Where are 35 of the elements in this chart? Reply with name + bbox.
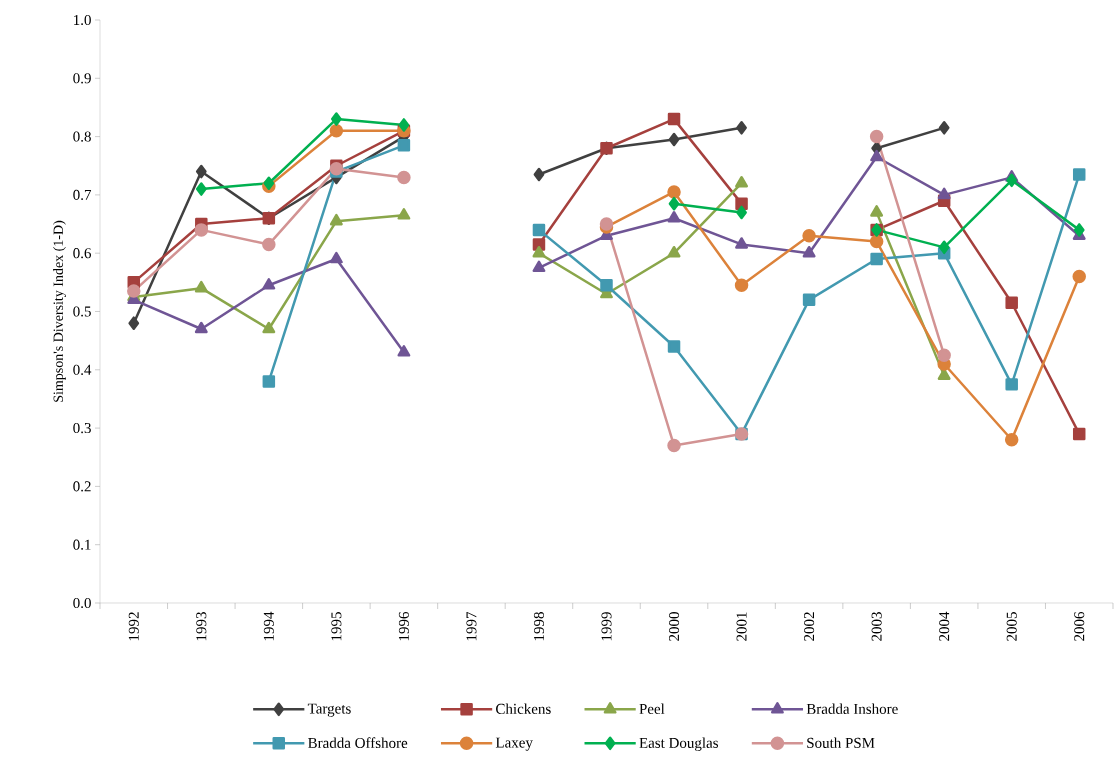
y-tick-label: 0.6 [73,248,92,259]
legend-label: Chickens [496,703,551,714]
x-tick-label: 2002 [804,612,815,641]
y-tick-label: 0.3 [73,423,91,434]
x-tick-label: 2004 [939,611,950,641]
legend-label: Peel [639,703,665,714]
y-tick-label: 0.7 [73,189,92,200]
x-tick-label: 1998 [533,612,545,641]
x-tick-label: 1992 [128,612,139,641]
x-tick-label: 1999 [601,612,612,641]
y-tick-label: 0.4 [73,364,92,375]
legend-label: South PSM [807,737,875,748]
x-tick-label: 2003 [871,612,882,641]
legend-label: Bradda Inshore [806,703,898,714]
y-tick-label: 0.9 [73,73,91,84]
legend-label: Bradda Offshore [308,737,408,748]
x-tick-label: 1993 [196,612,207,641]
y-tick-label: 0.8 [73,131,91,142]
x-tick-label: 1997 [466,611,477,641]
y-axis-title: Simpson's Diversity Index (1-D) [53,220,66,402]
y-tick-label: 0.1 [73,539,91,550]
y-tick-label: 0.5 [73,306,91,317]
y-tick-label: 1.0 [74,14,91,26]
x-tick-label: 1995 [331,612,342,641]
y-tick-label: 0.2 [73,481,91,492]
x-tick-label: 2000 [668,612,680,641]
x-tick-label: 2001 [736,612,747,641]
y-tick-label: 0.0 [73,597,91,609]
x-tick-label: 2006 [1074,611,1085,641]
x-tick-label: 1996 [398,611,409,641]
legend-label: East Douglas [639,737,718,752]
legend-label: Targets [307,703,351,717]
x-tick-label: 1994 [263,611,274,641]
x-tick-label: 2005 [1006,612,1017,641]
legend-label: Laxey [495,737,533,751]
